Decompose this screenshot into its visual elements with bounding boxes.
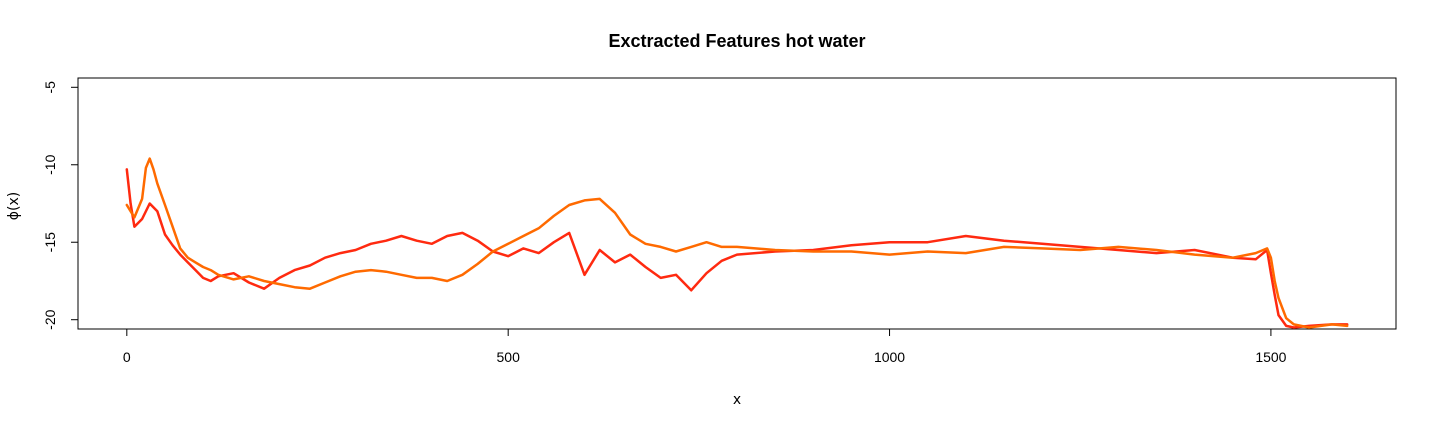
y-tick-label: -15 — [42, 232, 58, 252]
x-axis-label: x — [733, 392, 741, 408]
x-axis: 0 500 1000 1500 — [123, 328, 1287, 365]
series-layer — [125, 157, 1349, 329]
y-axis-label: ϕ(x) — [6, 192, 22, 220]
x-tick-label: 500 — [497, 349, 521, 365]
chart-title: Exctracted Features hot water — [608, 31, 865, 51]
x-tick-label: 1500 — [1255, 349, 1286, 365]
x-tick-label: 1000 — [874, 349, 905, 365]
series-line-1 — [125, 168, 1349, 329]
plot-frame — [77, 77, 1397, 330]
y-tick-label: -10 — [42, 154, 58, 174]
series-line-2 — [125, 157, 1349, 329]
y-axis: -20 -15 -10 -5 — [42, 81, 79, 330]
y-tick-label: -5 — [42, 81, 58, 94]
y-tick-label: -20 — [42, 309, 58, 329]
x-tick-label: 0 — [123, 349, 131, 365]
